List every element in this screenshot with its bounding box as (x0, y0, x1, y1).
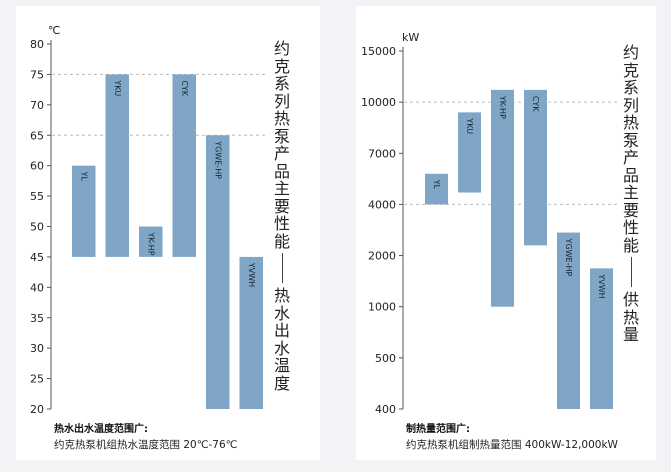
y-tick-label: 35 (30, 312, 44, 325)
y-tick-label: 25 (30, 373, 44, 386)
y-tick-label: 75 (30, 68, 44, 81)
y-tick-label: 10000 (361, 96, 396, 109)
y-tick-label: 1000 (368, 301, 396, 314)
side-title-main: 约克系列热泵产品主要性能 (622, 43, 639, 255)
caption-text-left: 约克热泵机组热水温度范围 20℃-76℃ (54, 439, 238, 451)
y-tick-label: 80 (30, 38, 44, 51)
hot-water-temperature-chart: ℃ 80 75 70 65 60 55 50 45 40 35 30 25 20 YL YKU YK-HP CYK… (30, 24, 266, 416)
bar-label: YK-HP (498, 95, 507, 119)
bar-yk-hp (139, 226, 163, 257)
bar-ygwe-hp (557, 232, 580, 409)
y-axis-unit: ℃ (48, 24, 60, 37)
y-tick-label: 60 (30, 160, 44, 173)
y-tick-label: 70 (30, 99, 44, 112)
bar-label: YK-HP (146, 232, 155, 256)
y-tick-label: 20 (30, 403, 44, 416)
bar-label: CYK (531, 96, 540, 112)
y-tick-label: 7000 (368, 147, 396, 160)
bar-label: YKU (465, 117, 474, 134)
bar-yvwh (239, 256, 263, 409)
side-title-main: 约克系列热泵产品主要性能 (273, 39, 290, 251)
bar-label: YVWH (247, 262, 256, 287)
heating-capacity-chart: kW 15000 10000 7000 4000 2000 1000 500 400 YL YKU Y… (361, 31, 618, 416)
bar-yvwh (590, 268, 613, 409)
side-title-sub: 热水出水温度 (273, 286, 290, 393)
bar-label: YL (79, 171, 88, 182)
y-tick-label: 65 (30, 129, 44, 142)
bar-cyk (524, 89, 547, 246)
bar-yk-hp (491, 89, 514, 307)
y-tick-label: 400 (375, 403, 396, 416)
bar-ygwe-hp (206, 135, 230, 409)
caption-title-right: 制热量范围广: (406, 424, 470, 435)
side-title-dash (630, 257, 632, 287)
side-title-dash (281, 253, 283, 283)
bar-label: YL (432, 179, 441, 190)
y-tick-label: 500 (375, 352, 396, 365)
bar-cyk (172, 74, 196, 257)
bar-yku (458, 112, 481, 193)
bar-yl (72, 165, 96, 257)
side-title-sub: 供热量 (622, 290, 639, 344)
y-tick-label: 30 (30, 342, 44, 355)
bar-label: CYK (180, 80, 189, 96)
bar-label: YVWH (597, 273, 606, 298)
y-tick-label: 50 (30, 221, 44, 234)
y-tick-label: 40 (30, 281, 44, 294)
side-title-left: 约克系列热泵产品主要性能 热水出水温度 (272, 40, 292, 392)
y-tick-label: 45 (30, 251, 44, 264)
bar-label: YGWE-HP (564, 238, 573, 277)
bar-yl (425, 173, 448, 205)
y-tick-label: 15000 (361, 45, 396, 58)
y-tick-label: 4000 (368, 198, 396, 211)
y-tick-label: 55 (30, 190, 44, 203)
caption-title-left: 热水出水温度范围广: (54, 424, 148, 435)
hot-water-temperature-panel: ℃ 80 75 70 65 60 55 50 45 40 35 30 25 20 YL YKU YK-HP CYK… (16, 6, 320, 460)
bar-yku (105, 74, 129, 257)
caption-text-right: 约克热泵机组制热量范围 400kW-12,000kW (406, 439, 618, 451)
y-axis-unit: kW (402, 31, 419, 44)
y-tick-label: 2000 (368, 250, 396, 263)
bar-label: YGWE-HP (213, 140, 222, 179)
heating-capacity-panel: kW 15000 10000 7000 4000 2000 1000 500 400 YL YKU Y… (356, 6, 656, 460)
bar-label: YKU (113, 79, 122, 96)
side-title-right: 约克系列热泵产品主要性能 供热量 (621, 44, 641, 344)
